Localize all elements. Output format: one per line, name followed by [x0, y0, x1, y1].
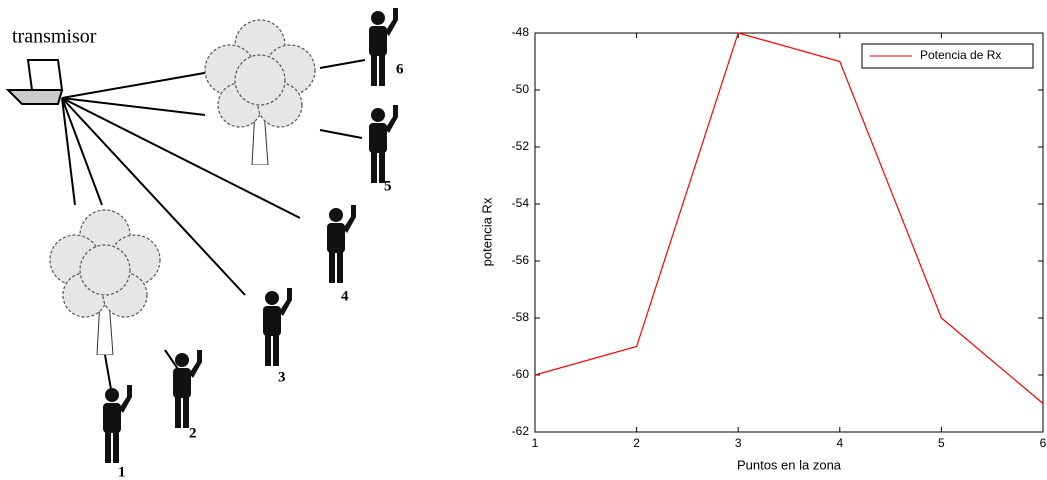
- diagram: transmisor 1 2 3 4 5 6: [8, 8, 404, 480]
- figure: transmisor 1 2 3 4 5 6 Puntos en la zona…: [0, 0, 1047, 480]
- person: [103, 385, 132, 463]
- y-tick-label: -54: [512, 196, 530, 210]
- person: [173, 350, 202, 428]
- receiver-label: 2: [189, 425, 197, 441]
- legend-label: Potencia de Rx: [920, 48, 1001, 62]
- transmitter-label: transmisor: [12, 26, 97, 48]
- y-axis-label: potencia Rx: [479, 197, 494, 266]
- receiver-label: 5: [384, 178, 392, 194]
- x-tick-label: 1: [532, 436, 539, 450]
- tree: [205, 20, 315, 165]
- y-tick-label: -62: [512, 424, 530, 438]
- x-tick-label: 2: [633, 436, 640, 450]
- receiver-label: 3: [278, 369, 286, 385]
- person: [369, 8, 398, 86]
- y-tick-label: -50: [512, 82, 530, 96]
- receiver-label: 1: [118, 464, 126, 480]
- plot-area: [535, 33, 1043, 432]
- receiver-label: 6: [396, 61, 404, 77]
- y-tick-label: -58: [512, 310, 530, 324]
- person: [263, 288, 292, 366]
- x-tick-label: 5: [938, 436, 945, 450]
- y-tick-label: -48: [512, 25, 530, 39]
- laptop: [8, 60, 62, 104]
- tree: [50, 210, 160, 355]
- chart: Puntos en la zona potencia Rx -62 -60 -58 -…: [479, 25, 1046, 472]
- x-axis-label: Puntos en la zona: [737, 457, 842, 472]
- person: [327, 205, 356, 283]
- y-tick-label: -60: [512, 367, 530, 381]
- receiver-label: 4: [341, 288, 349, 304]
- y-tick-label: -56: [512, 253, 530, 267]
- person: [369, 105, 398, 183]
- x-tick-label: 4: [836, 436, 843, 450]
- x-tick-label: 6: [1040, 436, 1047, 450]
- y-tick-label: -52: [512, 139, 530, 153]
- page: transmisor 1 2 3 4 5 6 Puntos en la zona…: [0, 0, 1047, 480]
- x-tick-label: 3: [735, 436, 742, 450]
